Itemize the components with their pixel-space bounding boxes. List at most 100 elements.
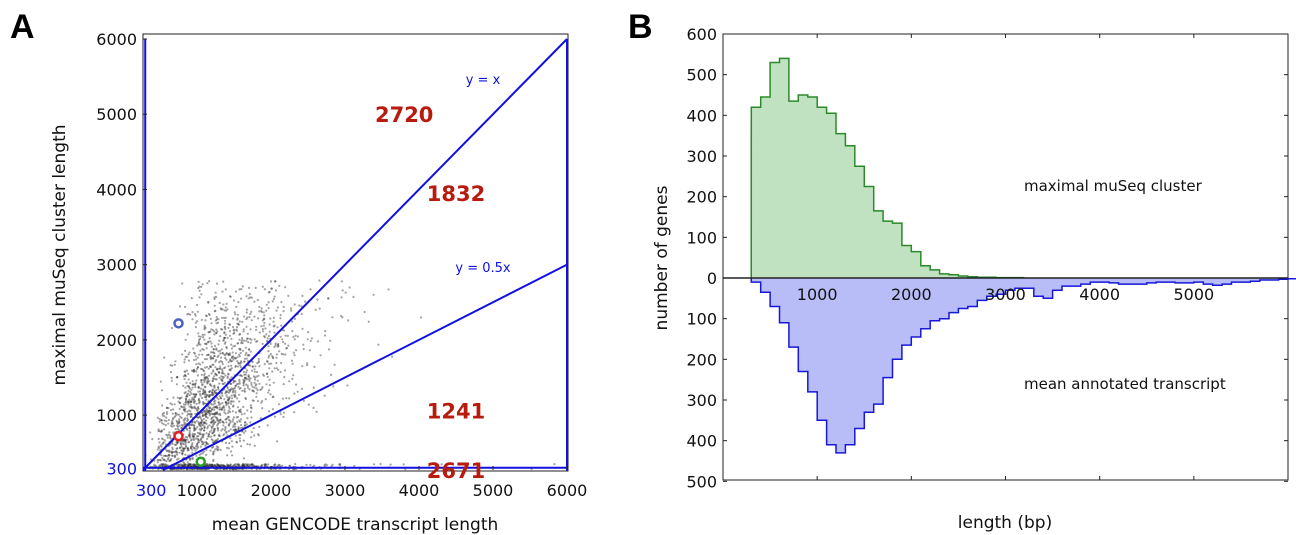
scatter-point: [192, 358, 196, 362]
scatter-point: [161, 404, 164, 407]
scatter-point: [323, 334, 327, 337]
scatter-point: [246, 417, 249, 420]
scatter-point: [240, 375, 244, 378]
scatter-point: [198, 402, 201, 405]
scatter-point: [203, 429, 206, 432]
scatter-point: [268, 323, 271, 326]
scatter-point: [205, 412, 208, 416]
scatter-point: [230, 343, 233, 346]
scatter-point: [197, 385, 200, 388]
scatter-point: [243, 357, 246, 360]
scatter-point: [243, 360, 246, 363]
scatter-point: [188, 433, 191, 436]
scatter-point: [207, 341, 210, 344]
scatter-point: [218, 419, 221, 422]
scatter-point: [212, 458, 215, 461]
scatter-point: [218, 403, 221, 406]
scatter-point: [201, 392, 204, 396]
scatter-point: [248, 292, 251, 296]
scatter-point: [210, 438, 213, 441]
scatter-point: [199, 433, 202, 436]
scatter-point: [223, 353, 226, 356]
scatter-point: [211, 463, 214, 466]
scatter-point: [344, 291, 347, 294]
scatter-point: [419, 316, 423, 319]
scatter-point: [222, 303, 225, 306]
scatter-point: [313, 464, 316, 467]
scatter-point: [183, 405, 186, 408]
scatter-point: [213, 355, 216, 358]
scatter-point: [215, 391, 218, 394]
scatter-point: [226, 454, 229, 457]
scatter-y-tick-label: 2000: [96, 331, 137, 350]
scatter-point: [210, 416, 213, 420]
scatter-point: [184, 444, 187, 447]
scatter-point: [196, 374, 199, 377]
scatter-point: [391, 355, 394, 358]
scatter-point: [178, 464, 182, 467]
region-count: 1241: [427, 400, 485, 424]
scatter-point: [255, 383, 258, 386]
scatter-point: [208, 395, 211, 398]
scatter-point: [156, 416, 159, 419]
scatter-point: [179, 442, 182, 445]
scatter-point: [293, 338, 296, 341]
scatter-point: [198, 289, 201, 292]
scatter-y-tick-label: 3000: [96, 256, 137, 275]
scatter-point: [187, 463, 190, 466]
scatter-point: [206, 382, 209, 385]
scatter-point: [196, 441, 200, 444]
scatter-point: [189, 447, 192, 450]
scatter-point: [178, 424, 181, 427]
scatter-point: [192, 437, 195, 440]
scatter-point: [237, 428, 240, 431]
scatter-point: [263, 464, 266, 467]
scatter-point: [197, 332, 200, 335]
scatter-point: [157, 429, 160, 432]
scatter-point: [201, 283, 204, 286]
scatter-point: [215, 412, 218, 415]
scatter-point: [166, 434, 169, 437]
scatter-point: [154, 464, 157, 467]
scatter-point: [197, 342, 200, 345]
scatter-point: [226, 372, 229, 375]
scatter-point: [226, 402, 229, 405]
histogram-y-axis-label: number of genes: [652, 185, 672, 330]
scatter-point: [178, 407, 181, 411]
scatter-point: [292, 335, 295, 338]
scatter-point: [237, 393, 241, 396]
scatter-point: [165, 433, 168, 436]
scatter-point: [218, 382, 221, 385]
scatter-point: [205, 354, 209, 357]
histogram-y-tick-label: 300: [686, 391, 717, 410]
scatter-point: [182, 403, 185, 406]
scatter-x-tick-label: 1000: [177, 481, 218, 500]
scatter-point: [222, 464, 226, 467]
scatter-point: [318, 279, 321, 282]
scatter-point: [195, 363, 198, 366]
scatter-point: [195, 445, 198, 448]
scatter-point: [197, 343, 200, 346]
scatter-point: [170, 371, 173, 374]
scatter-point: [186, 419, 189, 423]
scatter-point: [249, 463, 252, 467]
scatter-point: [173, 456, 176, 459]
scatter-point: [197, 421, 200, 424]
scatter-point: [209, 435, 212, 438]
scatter-point: [238, 347, 241, 350]
scatter-point: [203, 422, 206, 425]
panel-letter-a: A: [10, 8, 35, 46]
scatter-point: [256, 298, 259, 302]
scatter-point: [184, 463, 187, 466]
scatter-point: [207, 406, 210, 409]
scatter-point: [205, 453, 208, 456]
scatter-point: [240, 340, 243, 343]
scatter-point: [187, 392, 190, 395]
scatter-point: [208, 380, 211, 383]
scatter-point: [225, 431, 228, 434]
scatter-point: [237, 427, 240, 430]
scatter-point: [280, 361, 283, 365]
scatter-point: [260, 309, 263, 312]
scatter-y-tick-label: 6000: [96, 30, 137, 49]
scatter-point: [187, 359, 191, 362]
